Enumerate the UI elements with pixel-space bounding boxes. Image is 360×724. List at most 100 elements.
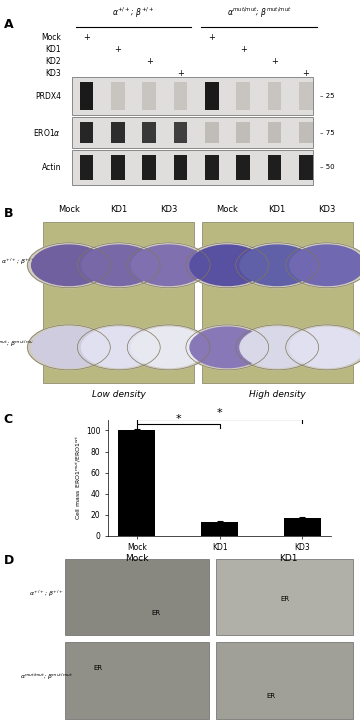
Circle shape xyxy=(186,325,269,370)
Text: C: C xyxy=(4,413,13,426)
FancyBboxPatch shape xyxy=(65,559,209,636)
Y-axis label: Cell mass ERO1$^{mut}$/ERO1$^{wt}$: Cell mass ERO1$^{mut}$/ERO1$^{wt}$ xyxy=(74,435,83,521)
FancyBboxPatch shape xyxy=(174,155,187,180)
Text: $\alpha^{mut/mut}$; $\beta^{mut/mut}$: $\alpha^{mut/mut}$; $\beta^{mut/mut}$ xyxy=(0,338,36,349)
Circle shape xyxy=(77,243,160,287)
Text: PRDX4: PRDX4 xyxy=(35,92,61,101)
Text: Mock: Mock xyxy=(125,554,149,563)
Text: ER: ER xyxy=(94,665,103,671)
Circle shape xyxy=(131,245,206,285)
Text: ER: ER xyxy=(266,693,275,699)
Circle shape xyxy=(186,243,269,287)
FancyBboxPatch shape xyxy=(80,83,93,110)
Circle shape xyxy=(127,243,210,287)
Text: A: A xyxy=(4,18,13,31)
Text: Actin: Actin xyxy=(42,163,61,172)
Text: +: + xyxy=(240,45,247,54)
Text: $\alpha^{mut/mut}$; $\beta^{mut/mut}$: $\alpha^{mut/mut}$; $\beta^{mut/mut}$ xyxy=(226,5,291,20)
Text: KD3: KD3 xyxy=(45,69,61,78)
FancyBboxPatch shape xyxy=(237,83,250,110)
Circle shape xyxy=(236,243,319,287)
Circle shape xyxy=(190,327,265,368)
Circle shape xyxy=(32,327,106,368)
FancyBboxPatch shape xyxy=(111,122,125,143)
Text: Low density: Low density xyxy=(92,390,146,400)
Text: KD1: KD1 xyxy=(269,206,286,214)
FancyBboxPatch shape xyxy=(299,83,313,110)
Text: Mock: Mock xyxy=(41,33,61,41)
FancyBboxPatch shape xyxy=(268,122,282,143)
FancyBboxPatch shape xyxy=(142,83,156,110)
Text: KD1: KD1 xyxy=(46,45,61,54)
FancyBboxPatch shape xyxy=(216,642,353,719)
Circle shape xyxy=(32,245,106,285)
Circle shape xyxy=(27,325,110,370)
Circle shape xyxy=(77,325,160,370)
Text: $\alpha^{+/+}$; $\beta^{+/+}$: $\alpha^{+/+}$; $\beta^{+/+}$ xyxy=(1,256,36,266)
Circle shape xyxy=(240,327,315,368)
Text: High density: High density xyxy=(249,390,306,400)
Circle shape xyxy=(240,245,315,285)
Text: +: + xyxy=(146,57,153,66)
FancyBboxPatch shape xyxy=(237,155,250,180)
Circle shape xyxy=(190,245,265,285)
Text: +: + xyxy=(177,69,184,78)
FancyBboxPatch shape xyxy=(142,155,156,180)
Text: $\alpha^{+/+}$; $\beta^{+/+}$: $\alpha^{+/+}$; $\beta^{+/+}$ xyxy=(112,5,155,20)
Text: *: * xyxy=(217,408,222,418)
FancyBboxPatch shape xyxy=(205,155,219,180)
Text: KD1: KD1 xyxy=(110,206,127,214)
FancyBboxPatch shape xyxy=(202,222,353,382)
Circle shape xyxy=(81,327,156,368)
Text: ER: ER xyxy=(151,610,160,616)
FancyBboxPatch shape xyxy=(65,642,209,719)
Bar xyxy=(201,522,238,536)
FancyBboxPatch shape xyxy=(80,155,93,180)
FancyBboxPatch shape xyxy=(72,117,313,148)
Text: Mock: Mock xyxy=(216,206,238,214)
Text: ER: ER xyxy=(281,596,290,602)
Text: – 50: – 50 xyxy=(320,164,335,170)
FancyBboxPatch shape xyxy=(299,122,313,143)
Text: KD3: KD3 xyxy=(160,206,177,214)
Text: ERO1$\alpha$: ERO1$\alpha$ xyxy=(33,127,61,138)
Circle shape xyxy=(286,243,360,287)
FancyBboxPatch shape xyxy=(111,155,125,180)
Circle shape xyxy=(81,245,156,285)
Text: +: + xyxy=(302,69,310,78)
Text: – 25: – 25 xyxy=(320,93,335,99)
Text: $\alpha^{+/+}$; $\beta^{+/+}$: $\alpha^{+/+}$; $\beta^{+/+}$ xyxy=(30,589,64,599)
Text: Mock: Mock xyxy=(58,206,80,214)
FancyBboxPatch shape xyxy=(268,83,282,110)
Circle shape xyxy=(131,327,206,368)
FancyBboxPatch shape xyxy=(205,83,219,110)
Circle shape xyxy=(127,325,210,370)
Text: KD1: KD1 xyxy=(279,554,297,563)
FancyBboxPatch shape xyxy=(299,155,313,180)
FancyBboxPatch shape xyxy=(268,155,282,180)
Text: *: * xyxy=(175,413,181,424)
FancyBboxPatch shape xyxy=(72,77,313,115)
Bar xyxy=(118,431,156,536)
FancyBboxPatch shape xyxy=(142,122,156,143)
Circle shape xyxy=(290,245,360,285)
FancyBboxPatch shape xyxy=(174,122,187,143)
Text: KD3: KD3 xyxy=(318,206,336,214)
FancyBboxPatch shape xyxy=(111,83,125,110)
Text: B: B xyxy=(4,206,13,219)
FancyBboxPatch shape xyxy=(205,122,219,143)
Circle shape xyxy=(27,243,110,287)
FancyBboxPatch shape xyxy=(237,122,250,143)
FancyBboxPatch shape xyxy=(43,222,194,382)
Bar xyxy=(284,518,321,536)
Text: KD2: KD2 xyxy=(46,57,61,66)
Text: $\alpha^{mut/mut}$; $\beta^{mut/mut}$: $\alpha^{mut/mut}$; $\beta^{mut/mut}$ xyxy=(20,672,73,682)
FancyBboxPatch shape xyxy=(80,122,93,143)
FancyBboxPatch shape xyxy=(216,559,353,636)
Text: +: + xyxy=(83,33,90,41)
Circle shape xyxy=(236,325,319,370)
Text: – 75: – 75 xyxy=(320,130,335,135)
Circle shape xyxy=(290,327,360,368)
Text: D: D xyxy=(4,554,14,567)
Text: +: + xyxy=(114,45,121,54)
